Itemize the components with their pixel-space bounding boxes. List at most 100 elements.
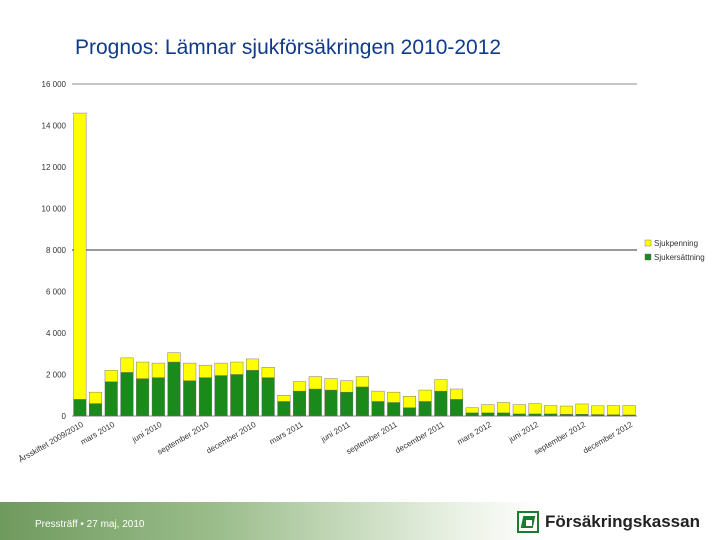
bar-sjukpenning: [261, 367, 275, 378]
legend-swatch: [644, 253, 652, 261]
footer-text: Pressträff • 27 maj, 2010: [35, 519, 145, 530]
stacked-bar-chart: 0 2 000 4 000 6 000 8 000 10 000 12 000 14 000 1…: [17, 80, 705, 465]
x-tick-label: mars 2012: [456, 420, 494, 447]
bar-sjukersattning: [418, 401, 432, 417]
bar-sjukpenning: [481, 404, 495, 414]
bar-sjukpenning: [308, 376, 322, 390]
bar-sjukpenning: [512, 404, 526, 415]
bar-sjukpenning: [591, 405, 605, 415]
legend-label: Sjukpenning: [654, 239, 698, 248]
bar-sjukpenning: [293, 381, 307, 392]
bar-sjukersattning: [371, 401, 385, 417]
legend-swatch: [644, 239, 652, 247]
bar-sjukpenning: [120, 357, 134, 373]
bar-sjukpenning: [434, 379, 448, 392]
bar-sjukpenning: [214, 362, 228, 376]
bar-sjukersattning: [387, 402, 401, 417]
y-tick-label: 8 000: [46, 246, 67, 255]
y-axis: 0 2 000 4 000 6 000 8 000 10 000 12 000 14 000 1…: [42, 80, 67, 421]
bar-sjukpenning: [277, 395, 291, 402]
bar-sjukersattning: [402, 407, 416, 417]
y-tick-label: 4 000: [46, 329, 67, 338]
bar-sjukersattning: [481, 412, 495, 417]
bar-sjukpenning: [371, 390, 385, 402]
bar-sjukersattning: [246, 370, 259, 417]
bar-sjukersattning: [308, 388, 322, 417]
x-tick-label: mars 2010: [79, 420, 117, 447]
legend-label: Sjukersättning: [654, 253, 705, 262]
bar-sjukpenning: [230, 361, 244, 375]
bar-sjukersattning: [355, 386, 369, 417]
chart-title: Prognos: Lämnar sjukförsäkringen 2010-20…: [75, 36, 502, 59]
y-tick-label: 12 000: [42, 163, 67, 172]
bar-sjukpenning: [402, 396, 416, 408]
bar-sjukersattning: [324, 389, 338, 417]
bar-sjukpenning: [246, 358, 259, 371]
x-tick-label: december 2010: [205, 420, 258, 456]
bar-sjukpenning: [497, 402, 511, 414]
company-logo: Försäkringskassan: [517, 510, 700, 534]
bar-sjukersattning: [434, 390, 448, 417]
bar-sjukpenning: [528, 403, 542, 415]
bar-sjukpenning: [198, 364, 212, 378]
y-tick-label: 14 000: [42, 122, 67, 131]
bar-sjukersattning: [230, 374, 244, 417]
bar-group: [73, 112, 636, 417]
y-tick-label: 16 000: [42, 80, 67, 89]
bar-sjukersattning: [183, 380, 197, 417]
bar-sjukpenning: [450, 388, 463, 400]
x-tick-label: Årsskiftet 2009/2010: [17, 420, 85, 465]
x-tick-label: juni 2010: [130, 420, 164, 445]
bar-sjukersattning: [104, 381, 118, 417]
bar-sjukpenning: [151, 362, 165, 378]
bar-sjukpenning: [465, 407, 479, 414]
bar-sjukpenning: [136, 361, 150, 379]
x-tick-label: december 2011: [394, 420, 447, 456]
bar-sjukersattning: [151, 377, 165, 417]
logo-text: Försäkringskassan: [545, 512, 700, 531]
footer-band: [0, 502, 720, 540]
bar-sjukersattning: [340, 391, 354, 417]
bar-sjukpenning: [89, 391, 103, 404]
y-tick-label: 0: [62, 412, 67, 421]
bar-sjukpenning: [355, 376, 369, 388]
bar-sjukersattning: [198, 377, 212, 417]
bar-sjukpenning: [324, 378, 338, 391]
y-tick-label: 10 000: [42, 205, 67, 214]
legend: Sjukpenning Sjukersättning: [644, 239, 705, 262]
bar-sjukpenning: [167, 352, 181, 363]
grid-lines: [72, 83, 637, 251]
bar-sjukpenning: [73, 112, 87, 400]
bar-sjukersattning: [293, 390, 307, 417]
bar-sjukpenning: [606, 405, 620, 415]
bar-sjukersattning: [120, 372, 134, 417]
bar-sjukpenning: [622, 405, 636, 416]
bar-sjukersattning: [465, 412, 479, 417]
bar-sjukpenning: [387, 391, 401, 403]
x-tick-label: september 2011: [345, 420, 400, 457]
bar-sjukpenning: [104, 370, 118, 382]
bar-sjukersattning: [136, 378, 150, 417]
bar-sjukersattning: [261, 377, 275, 417]
logo-icon: [517, 511, 539, 533]
bar-sjukpenning: [575, 403, 589, 415]
bar-sjukpenning: [340, 380, 354, 393]
bar-sjukpenning: [544, 405, 558, 415]
x-tick-label: september 2010: [156, 420, 211, 457]
bar-sjukersattning: [167, 361, 181, 417]
bar-sjukersattning: [450, 399, 463, 417]
bar-sjukpenning: [559, 405, 573, 415]
x-tick-label: september 2012: [532, 420, 587, 457]
x-tick-label: juni 2012: [506, 420, 540, 445]
bar-sjukersattning: [73, 399, 87, 417]
y-tick-label: 6 000: [46, 288, 67, 297]
x-tick-label: juni 2011: [319, 420, 352, 445]
y-tick-label: 2 000: [46, 371, 67, 380]
bar-sjukersattning: [89, 403, 103, 417]
bar-sjukpenning: [418, 389, 432, 402]
bar-sjukersattning: [497, 412, 511, 417]
x-tick-label: december 2012: [582, 420, 635, 456]
x-tick-label: mars 2011: [268, 420, 305, 447]
bar-sjukersattning: [214, 375, 228, 417]
